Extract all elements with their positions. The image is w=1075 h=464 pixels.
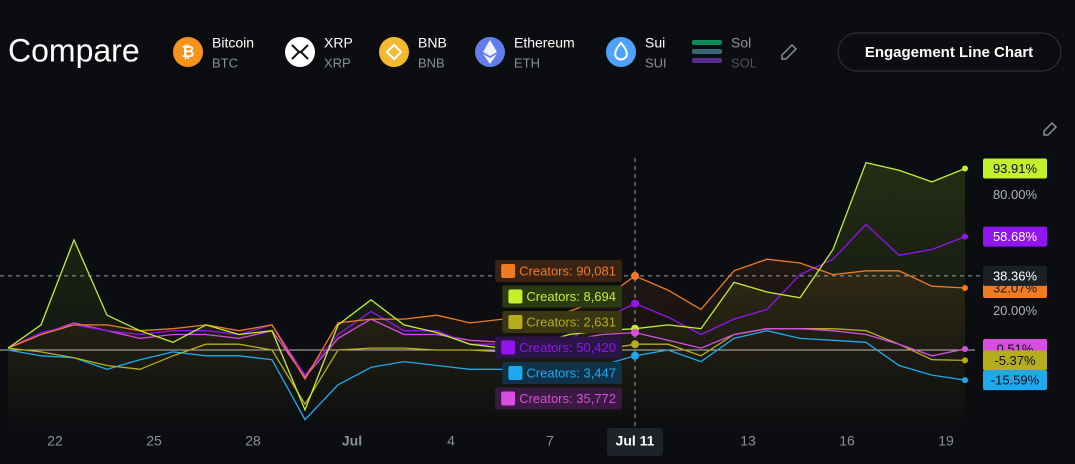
- tooltip-text: Creators: 50,420: [519, 340, 616, 355]
- end-badge: [983, 370, 1047, 391]
- crosshair-badge: [983, 265, 1047, 286]
- x-tick-label: 28: [245, 433, 261, 449]
- coin-name[interactable]: XRP: [324, 35, 353, 51]
- end-dot: [962, 357, 968, 364]
- x-tick-label: 22: [47, 433, 63, 449]
- hover-dot: [631, 271, 639, 280]
- tooltip-row-bg: [502, 362, 622, 384]
- tooltip-text: Creators: 3,447: [526, 365, 616, 380]
- coin-name[interactable]: Bitcoin: [212, 35, 254, 51]
- hover-dot: [631, 340, 639, 349]
- coin-ticker: ETH: [514, 55, 540, 70]
- coin-ticker: SOL: [731, 55, 757, 70]
- x-tick-label: 19: [938, 433, 954, 449]
- tooltip-row-bg: [495, 260, 622, 282]
- tooltip-icon: [501, 264, 516, 278]
- coin-name[interactable]: Ethereum: [514, 35, 575, 51]
- series-line: [7, 318, 966, 379]
- svg-text:₿: ₿: [181, 43, 194, 61]
- end-dot: [962, 377, 968, 384]
- tooltip-icon: [508, 289, 523, 304]
- tooltip-text: Creators: 90,081: [519, 263, 616, 278]
- tooltip-text: Creators: 35,772: [519, 391, 616, 406]
- crosshair-label: 38.36%: [993, 268, 1038, 283]
- end-badge: [983, 226, 1047, 247]
- x-tick-label: 25: [146, 433, 162, 449]
- coin-name[interactable]: BNB: [418, 35, 447, 51]
- end-dot: [962, 285, 968, 292]
- hover-dot: [631, 299, 639, 308]
- coin-ticker: BNB: [418, 55, 445, 70]
- tooltip-row-bg: [495, 336, 622, 359]
- end-dot: [962, 165, 968, 172]
- series-line: [7, 330, 966, 421]
- x-tick-label: 4: [447, 433, 455, 449]
- series-area: [8, 162, 965, 431]
- x-tick-label: 16: [839, 433, 855, 449]
- end-label: -15.59%: [991, 373, 1040, 388]
- coin-ticker: XRP: [324, 55, 351, 70]
- tooltip-row-bg: [495, 387, 622, 410]
- hover-x-bg: [607, 428, 663, 456]
- tooltip-row-bg: [502, 285, 622, 308]
- x-tick-label: Jul 11: [616, 433, 655, 449]
- x-tick-label: 13: [740, 433, 756, 449]
- end-label: 58.68%: [993, 229, 1038, 244]
- tooltip-icon: [508, 315, 523, 329]
- y-tick-label: 80.00%: [993, 187, 1038, 202]
- tooltip-icon: [501, 340, 516, 355]
- end-dot: [962, 233, 968, 240]
- coin-ticker: BTC: [212, 55, 238, 70]
- end-badge: [983, 158, 1047, 179]
- hover-dot: [631, 351, 639, 360]
- hover-dot: [631, 328, 639, 337]
- page-title: Compare: [8, 32, 140, 68]
- coin-ticker: SUI: [645, 55, 667, 70]
- series-line: [7, 223, 966, 377]
- end-dot: [962, 346, 968, 353]
- tooltip-icon: [508, 366, 523, 380]
- y-tick-label: 20.00%: [993, 303, 1038, 318]
- coin-name[interactable]: Sol: [731, 35, 751, 51]
- end-label: 93.91%: [993, 161, 1038, 176]
- tooltip-icon: [501, 391, 516, 406]
- engagement-button[interactable]: Engagement Line Chart: [865, 44, 1033, 61]
- series-line: [7, 258, 966, 381]
- tooltip-row-bg: [502, 311, 622, 333]
- series-line: [7, 161, 966, 412]
- x-tick-label: Jul: [342, 433, 362, 449]
- coin-icons: ₿: [173, 37, 1058, 136]
- coin-name[interactable]: Sui: [645, 35, 665, 51]
- tooltip-text: Creators: 2,631: [526, 314, 616, 329]
- end-label: -5.37%: [994, 353, 1036, 368]
- end-badge: [983, 350, 1047, 371]
- tooltip-text: Creators: 8,694: [526, 289, 616, 304]
- x-tick-label: 7: [546, 433, 554, 449]
- button-outline[interactable]: [837, 32, 1062, 72]
